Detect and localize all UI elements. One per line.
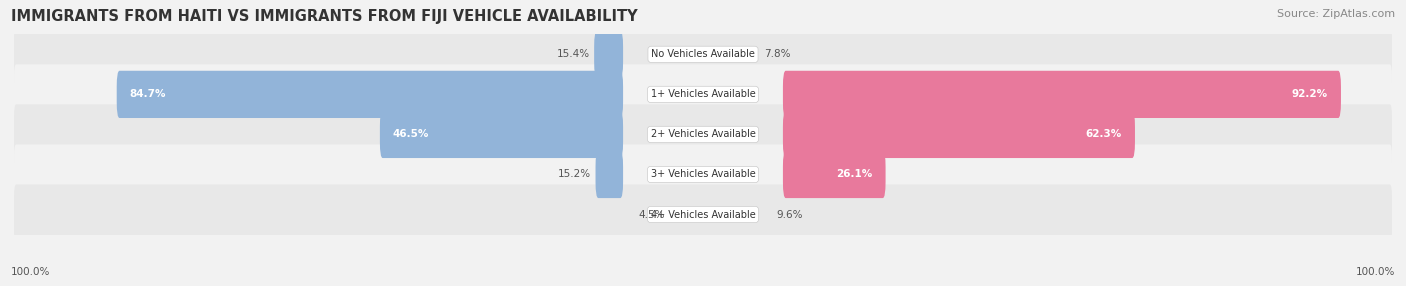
Text: 4+ Vehicles Available: 4+ Vehicles Available — [651, 210, 755, 219]
Text: IMMIGRANTS FROM HAITI VS IMMIGRANTS FROM FIJI VEHICLE AVAILABILITY: IMMIGRANTS FROM HAITI VS IMMIGRANTS FROM… — [11, 9, 638, 23]
Text: 100.0%: 100.0% — [11, 267, 51, 277]
Text: 92.2%: 92.2% — [1292, 90, 1327, 99]
FancyBboxPatch shape — [14, 144, 1392, 204]
Text: 3+ Vehicles Available: 3+ Vehicles Available — [651, 170, 755, 179]
Text: 100.0%: 100.0% — [1355, 267, 1395, 277]
Text: Source: ZipAtlas.com: Source: ZipAtlas.com — [1277, 9, 1395, 19]
FancyBboxPatch shape — [783, 151, 886, 198]
Text: 26.1%: 26.1% — [837, 170, 873, 179]
FancyBboxPatch shape — [380, 111, 623, 158]
FancyBboxPatch shape — [783, 111, 1135, 158]
FancyBboxPatch shape — [14, 24, 1392, 84]
Text: 1+ Vehicles Available: 1+ Vehicles Available — [651, 90, 755, 99]
FancyBboxPatch shape — [117, 71, 623, 118]
FancyBboxPatch shape — [14, 184, 1392, 245]
Text: 9.6%: 9.6% — [776, 210, 803, 219]
FancyBboxPatch shape — [14, 64, 1392, 124]
FancyBboxPatch shape — [14, 104, 1392, 164]
Text: 2+ Vehicles Available: 2+ Vehicles Available — [651, 130, 755, 139]
Text: 15.2%: 15.2% — [558, 170, 592, 179]
FancyBboxPatch shape — [783, 71, 1341, 118]
Text: 7.8%: 7.8% — [763, 49, 790, 59]
Text: No Vehicles Available: No Vehicles Available — [651, 49, 755, 59]
Text: 15.4%: 15.4% — [557, 49, 591, 59]
Text: 84.7%: 84.7% — [129, 90, 166, 99]
FancyBboxPatch shape — [595, 31, 623, 78]
Text: 46.5%: 46.5% — [392, 130, 429, 139]
FancyBboxPatch shape — [596, 151, 623, 198]
Text: 62.3%: 62.3% — [1085, 130, 1122, 139]
Text: 4.5%: 4.5% — [638, 210, 665, 219]
